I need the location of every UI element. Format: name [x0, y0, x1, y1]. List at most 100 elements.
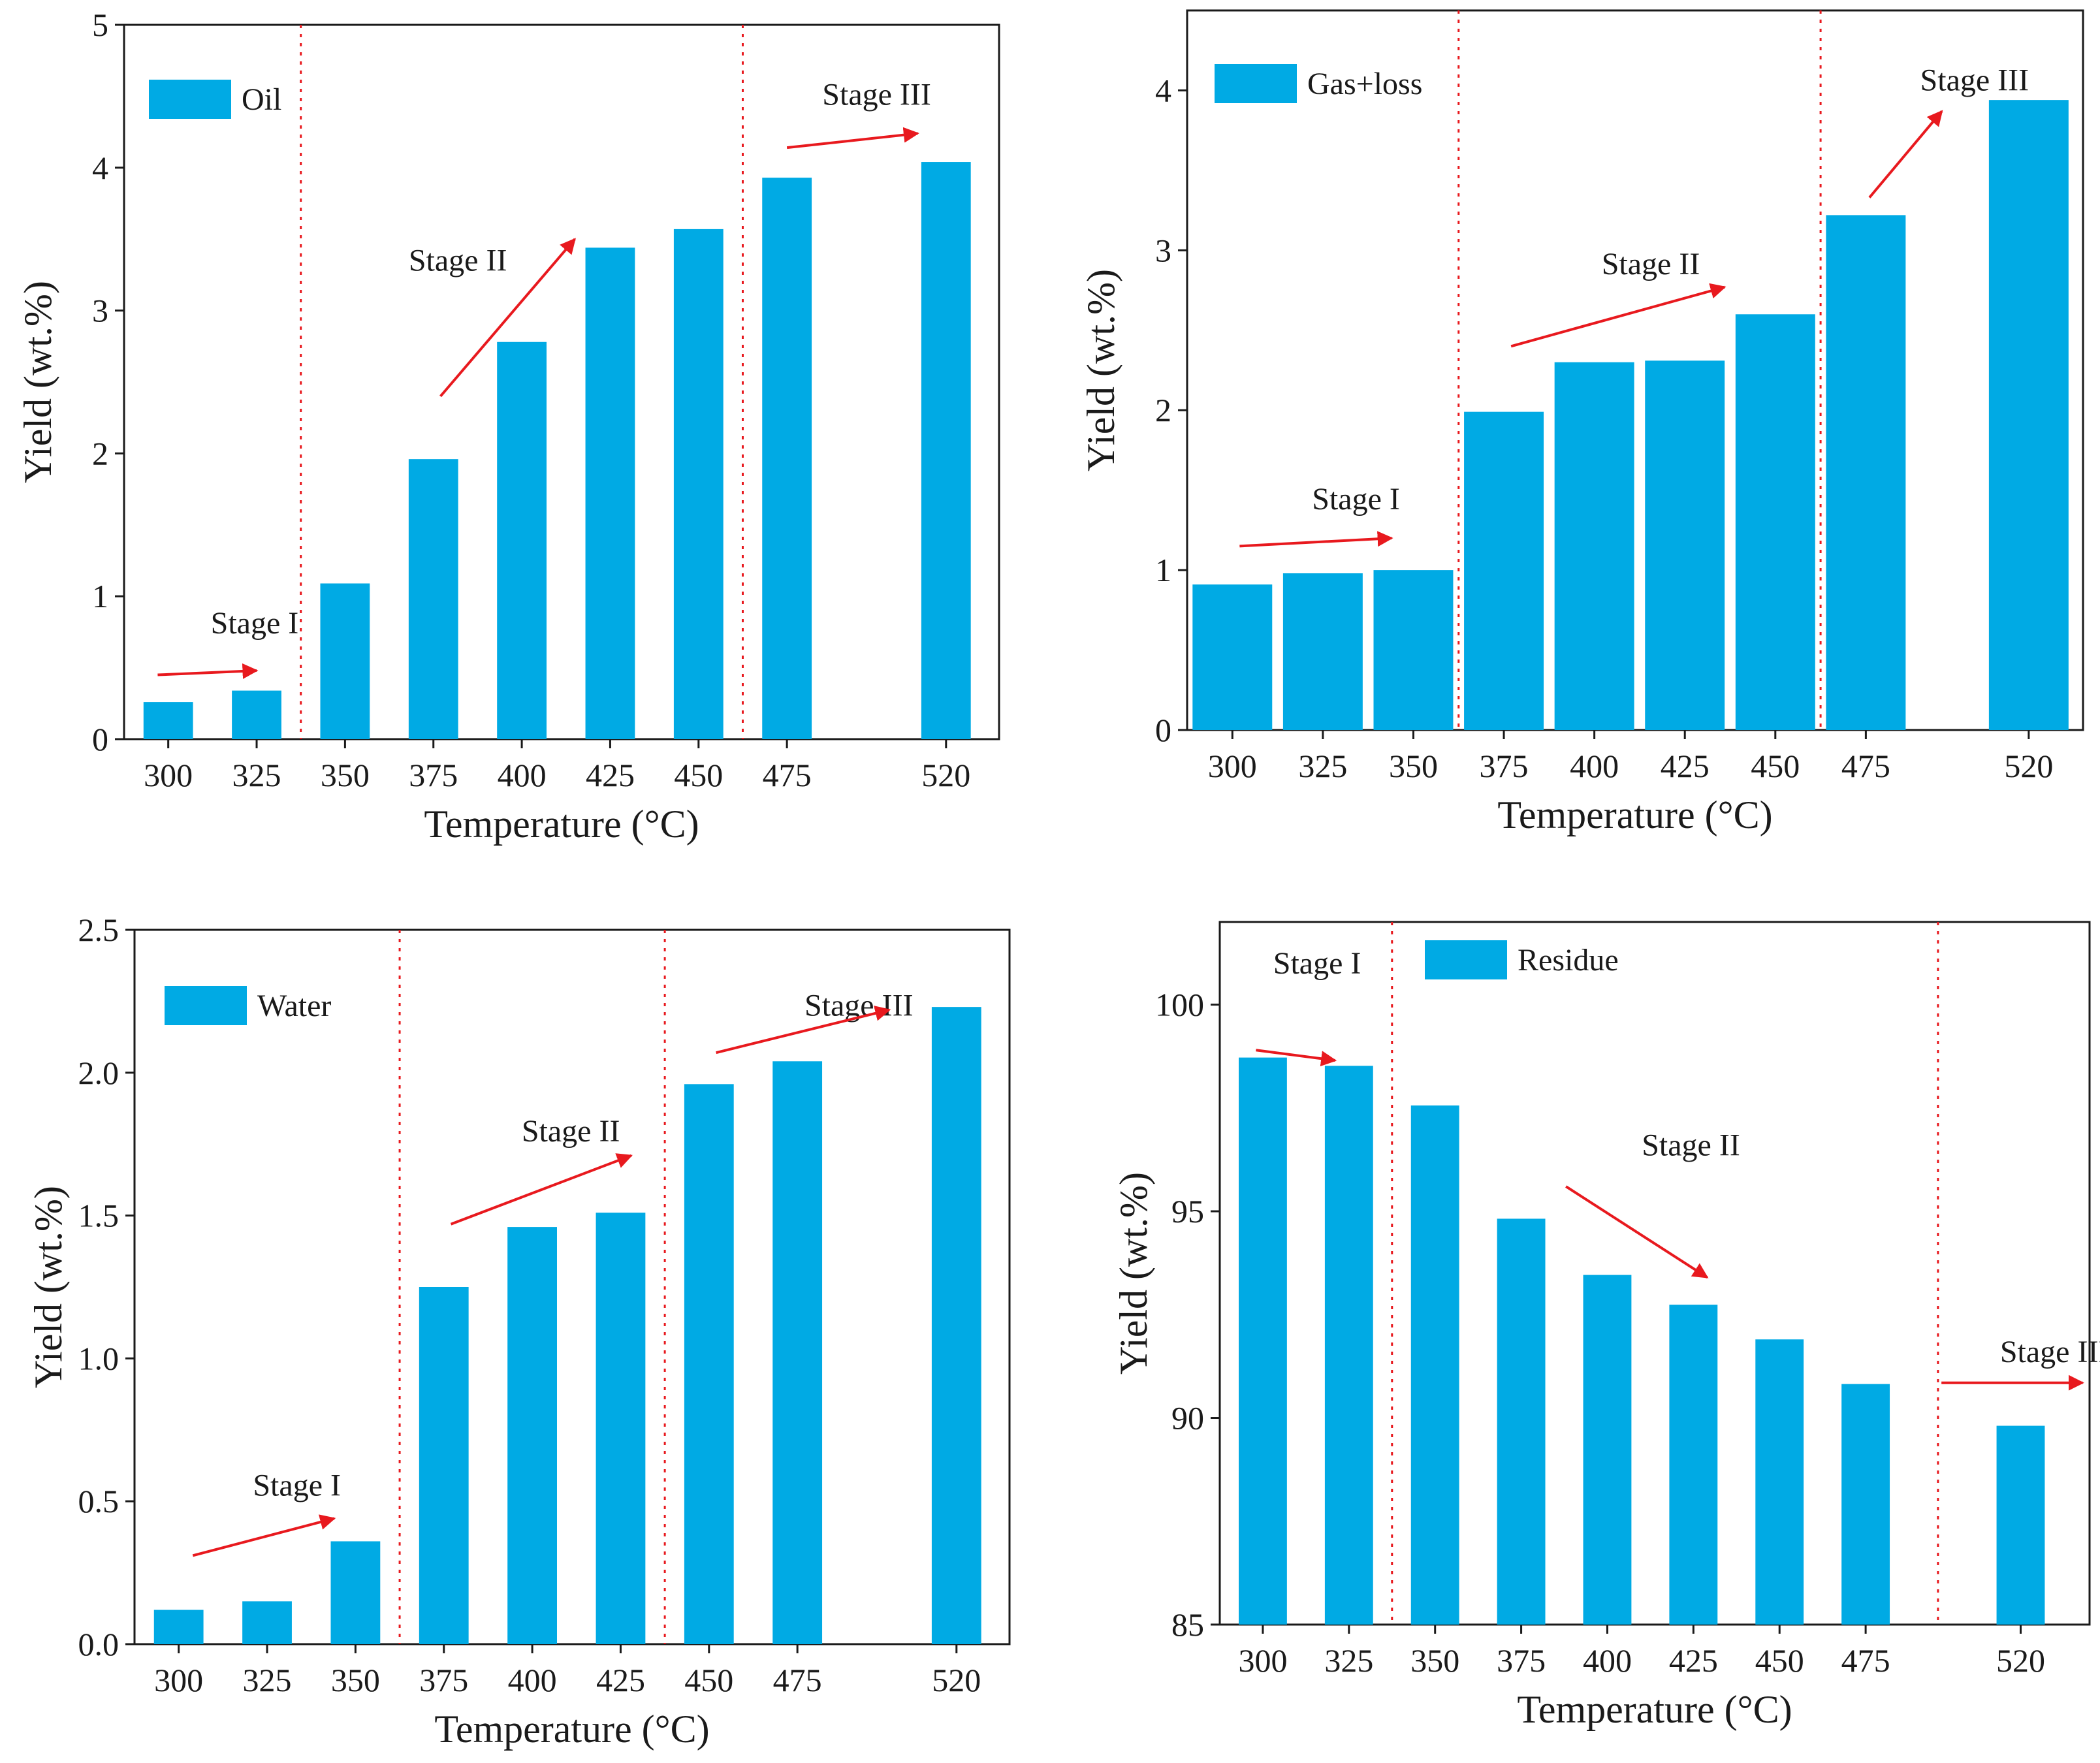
- x-tick-label: 325: [243, 1662, 292, 1698]
- bar-450: [1735, 314, 1815, 730]
- x-tick-label: 300: [1208, 748, 1257, 784]
- stage-label: Stage I: [253, 1468, 341, 1502]
- stage-label: Stage I: [1273, 946, 1361, 981]
- stage-arrow: [1510, 283, 1726, 348]
- y-tick-label: 0: [92, 721, 108, 757]
- y-tick-label: 1: [1155, 552, 1171, 588]
- x-tick-label: 300: [1238, 1642, 1287, 1679]
- legend-swatch: [1425, 940, 1507, 979]
- x-tick-label: 375: [409, 757, 458, 793]
- y-tick-label: 1.0: [78, 1340, 119, 1376]
- x-tick-label: 350: [331, 1662, 380, 1698]
- x-tick-label: 425: [586, 757, 635, 793]
- stage-label: Stage II: [1642, 1128, 1740, 1163]
- x-tick-label: 325: [1324, 1642, 1373, 1679]
- stage-arrow: [439, 238, 576, 398]
- stage-label: Stage III: [822, 78, 931, 112]
- x-tick-label: 375: [419, 1662, 468, 1698]
- y-tick-label: 0.0: [78, 1626, 119, 1662]
- bar-450: [673, 229, 724, 739]
- bar-400: [1583, 1275, 1632, 1625]
- x-tick-label: 475: [773, 1662, 822, 1698]
- legend-label: Gas+loss: [1307, 67, 1422, 101]
- bar-300: [1239, 1057, 1287, 1625]
- x-axis-title: Temperature (°C): [1517, 1688, 1792, 1731]
- y-tick-label: 5: [92, 7, 108, 43]
- y-tick-label: 0.5: [78, 1483, 119, 1519]
- x-tick-label: 450: [1751, 748, 1800, 784]
- y-tick-label: 1.5: [78, 1198, 119, 1234]
- legend-label: Water: [257, 989, 331, 1023]
- panel-oil: 0 1 2 3 4 5 300 325 350 375 400 425 450 475 520 Tempera…: [16, 7, 1000, 846]
- x-tick-label: 520: [1996, 1642, 2045, 1679]
- stage-arrow: [716, 1006, 891, 1055]
- y-tick-label: 85: [1171, 1606, 1204, 1643]
- y-tick-label: 1: [92, 578, 108, 614]
- x-tick-label: 425: [596, 1662, 645, 1698]
- bar-325: [242, 1601, 292, 1644]
- bar-375: [1497, 1218, 1546, 1625]
- x-tick-label: 400: [1570, 748, 1619, 784]
- panel-gas: 0 1 2 3 4 300 325 350 375 400 425 450 475 520 Temperat…: [1079, 9, 2084, 836]
- bar-375: [1464, 411, 1544, 730]
- x-tick-label: 375: [1497, 1642, 1546, 1679]
- y-tick-label: 2: [92, 435, 108, 471]
- bar-325: [232, 690, 281, 739]
- stage-arrow: [157, 663, 259, 679]
- bar-325: [1282, 573, 1363, 730]
- legend-label: Residue: [1518, 943, 1619, 977]
- x-tick-label: 475: [763, 757, 812, 793]
- bar-425: [596, 1213, 646, 1644]
- bar-400: [507, 1227, 557, 1644]
- x-tick-label: 520: [921, 757, 970, 793]
- bar-350: [330, 1541, 381, 1644]
- bar-520: [921, 162, 971, 740]
- x-tick-label: 475: [1841, 748, 1890, 784]
- stage-label: Stage II: [409, 243, 507, 278]
- bar-300: [153, 1610, 204, 1644]
- y-tick-label: 2: [1155, 392, 1171, 428]
- y-tick-label: 95: [1171, 1193, 1204, 1230]
- y-tick-label: 90: [1171, 1400, 1204, 1437]
- stage-label: Stage III: [1920, 63, 2029, 97]
- x-tick-label: 375: [1480, 748, 1529, 784]
- stage-label: Stage III: [2000, 1335, 2100, 1369]
- bar-300: [1192, 584, 1273, 730]
- y-tick-label: 4: [92, 150, 108, 186]
- x-axis-title: Temperature (°C): [1497, 793, 1772, 836]
- y-tick-label: 3: [1155, 232, 1171, 268]
- x-tick-label: 520: [2004, 748, 2053, 784]
- x-tick-label: 325: [1298, 748, 1347, 784]
- stage-label: Stage I: [211, 606, 299, 641]
- bar-350: [1373, 570, 1454, 730]
- x-tick-label: 520: [932, 1662, 981, 1698]
- bar-400: [497, 341, 547, 739]
- y-tick-label: 3: [92, 293, 108, 329]
- x-tick-label: 450: [674, 757, 723, 793]
- bar-475: [762, 178, 812, 740]
- stage-label: Stage I: [1312, 482, 1400, 516]
- stage-arrow: [786, 127, 919, 150]
- bar-475: [772, 1061, 823, 1644]
- y-axis-title: Yield (wt.%): [27, 1186, 70, 1388]
- plot-frame: [133, 929, 1011, 1645]
- stage-arrow: [450, 1153, 633, 1226]
- x-axis-title: Temperature (°C): [424, 802, 699, 846]
- stage-arrow: [1256, 1049, 1337, 1067]
- bar-375: [419, 1287, 469, 1644]
- legend-swatch: [1215, 64, 1297, 103]
- bar-450: [684, 1084, 734, 1644]
- bar-400: [1554, 362, 1634, 730]
- y-tick-label: 2.0: [78, 1055, 119, 1091]
- x-axis-title: Temperature (°C): [434, 1707, 709, 1751]
- x-tick-label: 400: [1583, 1642, 1632, 1679]
- stage-arrow: [192, 1514, 336, 1557]
- bar-475: [1841, 1384, 1890, 1625]
- x-tick-label: 325: [232, 757, 281, 793]
- plot-frame: [1218, 921, 2091, 1626]
- y-axis-title: Yield (wt.%): [1079, 269, 1122, 471]
- x-tick-label: 300: [154, 1662, 203, 1698]
- bar-350: [1410, 1105, 1459, 1625]
- panel-water: 0.0 0.5 1.0 1.5 2.0 2.5 300 325 350 375 400 425 450 4…: [27, 912, 1011, 1751]
